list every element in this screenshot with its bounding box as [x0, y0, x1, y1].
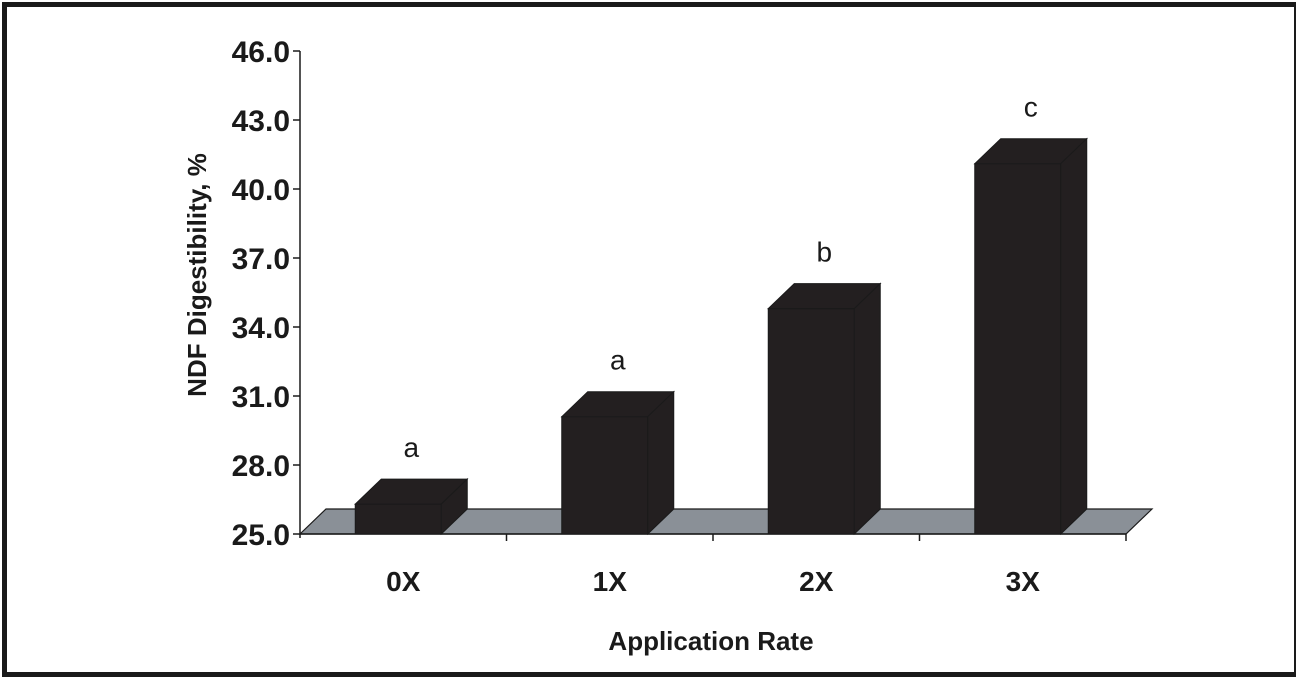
y-tick-label: 40.0: [232, 174, 290, 207]
bar-side-face: [1060, 137, 1088, 536]
x-tick-label: 0X: [386, 566, 421, 597]
bar-data-label: a: [403, 432, 419, 463]
bar-data-label: b: [816, 237, 832, 268]
y-tick-label: 25.0: [232, 519, 290, 552]
x-axis-title: Application Rate: [608, 626, 813, 656]
y-axis-title: NDF Digestibility, %: [182, 153, 212, 397]
x-tick-label: 2X: [799, 566, 834, 597]
bar-front-face: [354, 503, 442, 535]
bar-side-face: [853, 282, 881, 536]
bar-side-face: [647, 390, 675, 536]
bar-front-face: [974, 163, 1062, 535]
bar-2X: [767, 282, 882, 536]
bar-data-label: a: [610, 345, 626, 376]
y-tick-label: 34.0: [232, 312, 290, 345]
y-tick-label: 46.0: [232, 36, 290, 69]
bar-0X: [354, 477, 469, 536]
bar-3X: [973, 137, 1088, 536]
x-tick-label: 1X: [593, 566, 628, 597]
bar-1X: [560, 390, 675, 536]
bar-front-face: [767, 308, 855, 535]
y-tick-label: 28.0: [232, 450, 290, 483]
x-tick-label: 3X: [1006, 566, 1041, 597]
y-tick-label: 31.0: [232, 381, 290, 414]
bar-front-face: [561, 416, 649, 535]
bar-data-label: c: [1024, 92, 1038, 123]
bar-side-face: [440, 477, 468, 536]
bar-chart: 25.0 28.0 31.0 34.0 37.0 40.0 43.0 46.0 a 0X a 1X b 2…: [182, 36, 1154, 656]
y-tick-label: 43.0: [232, 105, 290, 138]
y-tick-label: 37.0: [232, 243, 290, 276]
